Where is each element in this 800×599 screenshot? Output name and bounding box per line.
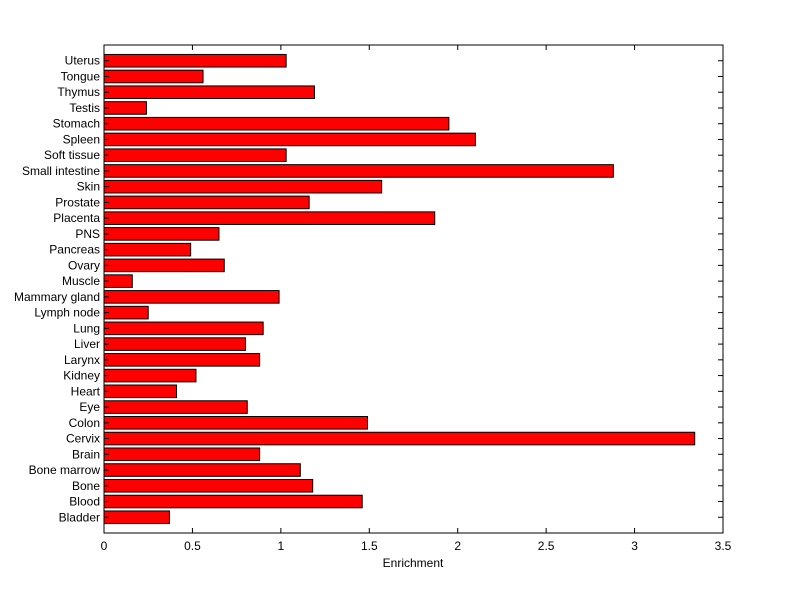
- bar-soft-tissue: [103, 148, 287, 162]
- bar-prostate: [103, 195, 310, 210]
- bar-pancreas: [103, 242, 192, 257]
- bar-skin: [103, 179, 383, 194]
- x-tick-label: 0.5: [184, 539, 201, 553]
- y-tick-label: Mammary gland: [14, 290, 100, 304]
- y-tick-label: Uterus: [65, 54, 100, 68]
- bar-liver: [103, 337, 246, 351]
- bar-brain: [103, 447, 261, 462]
- y-tick-label: Pancreas: [49, 243, 100, 257]
- y-tick-label: Placenta: [53, 211, 100, 225]
- bar-larynx: [103, 353, 261, 367]
- plot-frame: [103, 44, 724, 534]
- y-tick-label: Lung: [73, 321, 100, 335]
- y-tick-label: Liver: [74, 337, 100, 351]
- ticks-layer: [103, 45, 724, 533]
- y-tick-label: Bone marrow: [29, 463, 101, 477]
- x-tick-label: 3.5: [715, 539, 732, 553]
- bar-thymus: [103, 85, 315, 100]
- y-tick-label: Bone: [72, 479, 100, 493]
- y-tick-label: Colon: [69, 416, 100, 430]
- y-tick-label: Soft tissue: [44, 148, 100, 162]
- bar-spleen: [103, 132, 476, 147]
- bar-bone-marrow: [103, 463, 301, 477]
- y-tick-label: Lymph node: [34, 306, 100, 320]
- x-tick-label: 2.5: [538, 539, 555, 553]
- x-tick-label: 3: [631, 539, 638, 553]
- bar-mammary-gland: [103, 290, 280, 304]
- y-tick-label: Blood: [69, 495, 100, 509]
- bar-lung: [103, 321, 264, 336]
- bar-small-intestine: [103, 164, 614, 178]
- bar-pns: [103, 227, 220, 241]
- y-tick-label: Tongue: [61, 69, 101, 83]
- bar-stomach: [103, 116, 450, 131]
- bar-cervix: [103, 431, 696, 446]
- y-tick-label: Stomach: [53, 117, 100, 131]
- y-tick-label: Heart: [71, 384, 101, 398]
- bar-lymph-node: [103, 305, 149, 320]
- bar-ovary: [103, 258, 225, 273]
- bar-heart: [103, 384, 178, 399]
- y-tick-label: Eye: [79, 400, 100, 414]
- bar-placenta: [103, 211, 436, 225]
- bar-testis: [103, 101, 147, 115]
- y-tick-label: Brain: [72, 447, 100, 461]
- y-tick-label: Testis: [69, 101, 100, 115]
- y-tick-label: Skin: [77, 180, 100, 194]
- bar-tongue: [103, 69, 204, 84]
- y-tick-label: Spleen: [63, 132, 100, 146]
- bar-uterus: [103, 53, 287, 68]
- bar-eye: [103, 400, 248, 414]
- bar-blood: [103, 494, 363, 509]
- y-tick-label: Thymus: [57, 85, 100, 99]
- y-tick-label: Ovary: [68, 258, 100, 272]
- y-tick-label: Kidney: [63, 369, 100, 383]
- y-tick-label: Bladder: [59, 510, 100, 524]
- x-tick-label: 0: [101, 539, 108, 553]
- bar-kidney: [103, 368, 197, 383]
- x-tick-label: 1: [278, 539, 285, 553]
- bar-bladder: [103, 510, 170, 525]
- x-axis-label: Enrichment: [383, 556, 444, 570]
- y-tick-label: PNS: [75, 227, 100, 241]
- x-tick-label: 2: [454, 539, 461, 553]
- y-tick-label: Small intestine: [22, 164, 100, 178]
- x-tick-label: 1.5: [361, 539, 378, 553]
- bar-bone: [103, 478, 314, 493]
- y-tick-label: Cervix: [66, 432, 100, 446]
- y-tick-label: Larynx: [64, 353, 100, 367]
- y-tick-label: Prostate: [55, 195, 100, 209]
- y-tick-label: Muscle: [62, 274, 100, 288]
- bar-colon: [103, 416, 369, 430]
